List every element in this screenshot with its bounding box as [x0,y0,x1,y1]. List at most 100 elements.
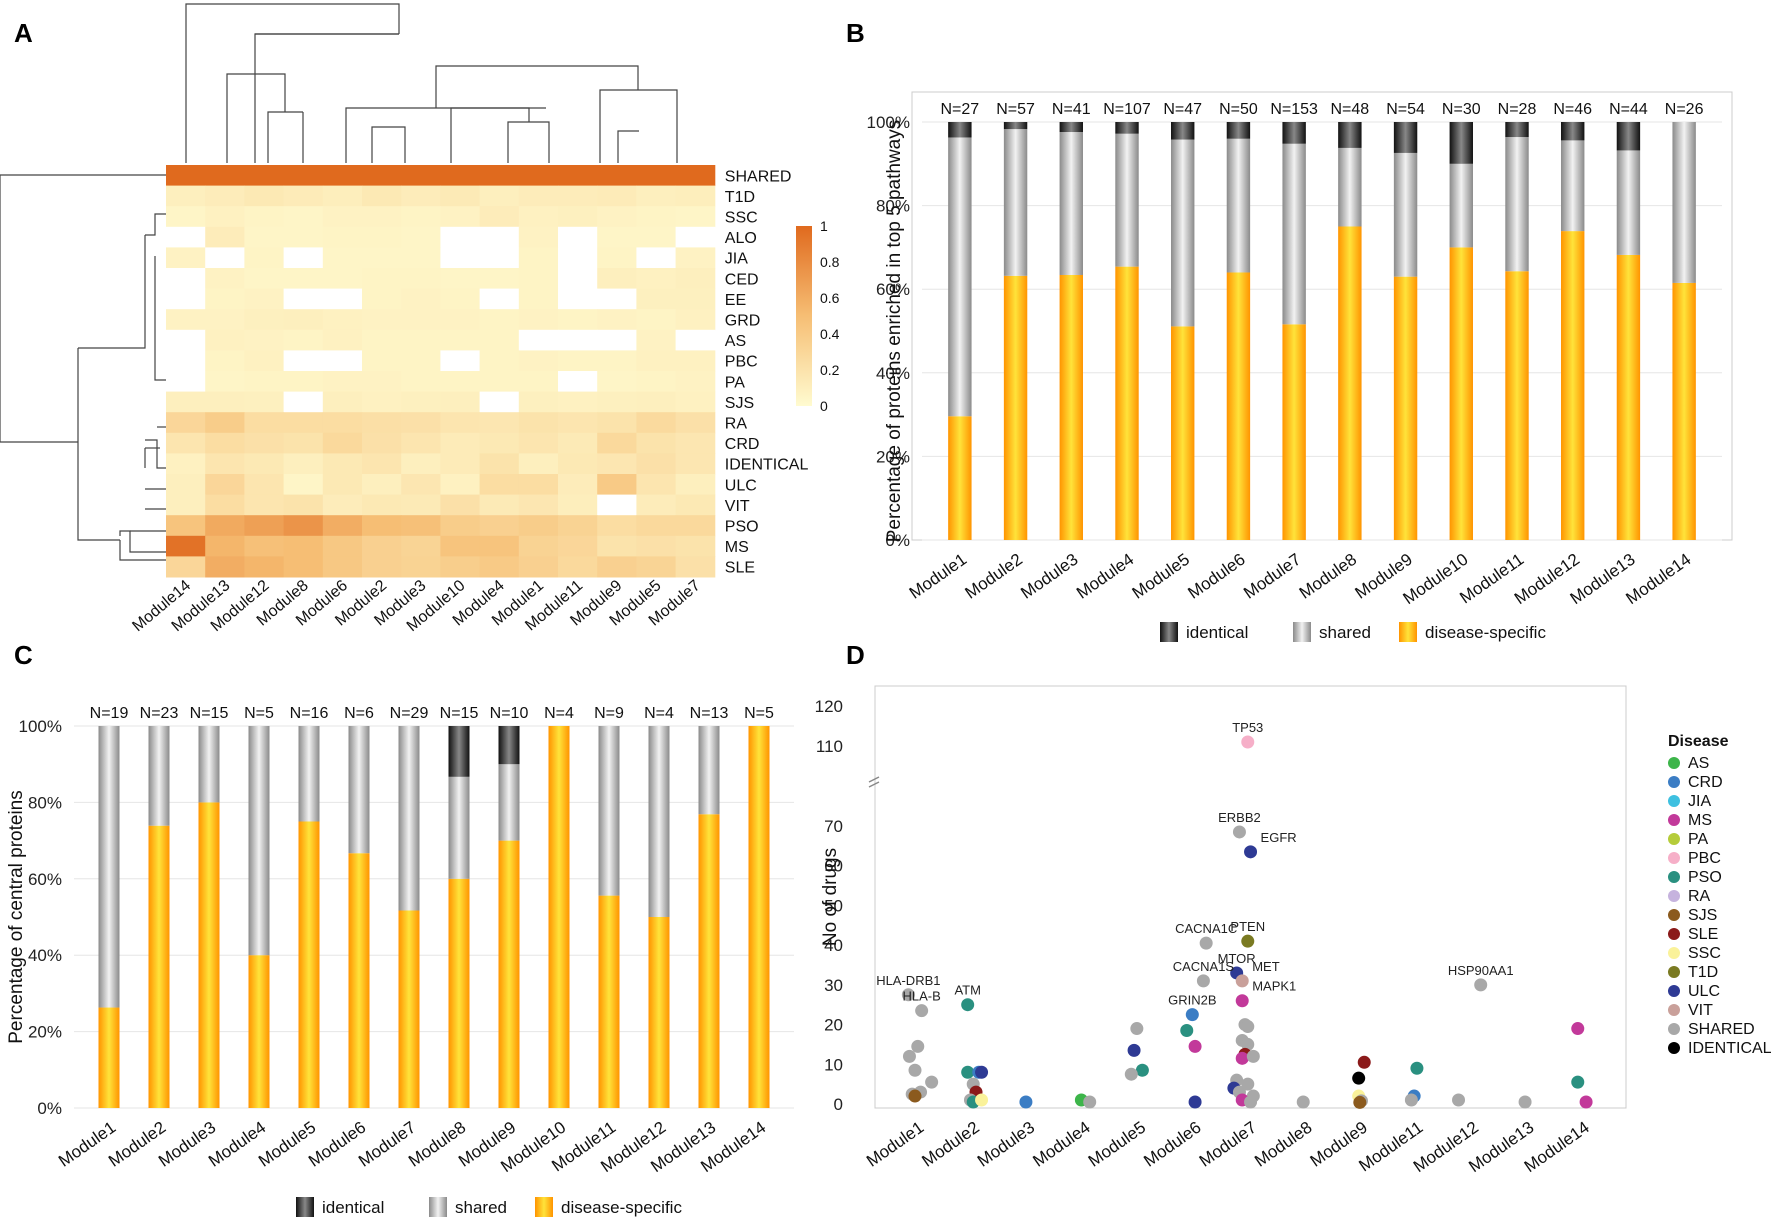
x-tick-label: Module5 [1129,550,1193,603]
bar-segment-shared [598,726,620,896]
heatmap-cell [283,535,324,557]
heatmap-cell [401,268,441,290]
heatmap-cell [518,226,559,248]
heatmap-cell [479,391,520,413]
legend-swatch [1668,1042,1680,1054]
heatmap-cell [558,185,598,207]
x-tick-label: Module8 [1296,550,1360,603]
scatter-point [911,1039,925,1053]
legend-label: identical [1186,623,1248,642]
heatmap-cell [479,185,520,207]
legend-swatch [1668,1004,1680,1016]
heatmap-cell [322,453,363,475]
heatmap-cell [479,494,520,516]
scatter-point [1452,1093,1466,1107]
heatmap-cell [518,494,559,516]
heatmap-cell [597,329,637,351]
heatmap-cell [558,556,598,578]
point-label: EGFR [1261,830,1297,845]
legend-label: identical [322,1198,384,1217]
axis-break-mark [868,776,880,788]
heatmap-cell [401,556,441,578]
bar-segment-identical [1393,122,1418,153]
x-tick-label: Module2 [962,550,1026,603]
heatmap-cell [558,494,598,516]
y-tick-label: 60% [28,870,62,889]
heatmap-cell [205,453,245,475]
bar-segment-shared [648,726,670,917]
heatmap-cell [205,535,245,557]
heatmap-cell [205,185,245,207]
x-tick-label: Module2 [918,1118,982,1171]
heatmap-cell [166,494,206,516]
heatmap-cell [558,412,598,434]
bar-segment-disease-specific [1282,324,1306,540]
legend-label: JIA [1688,793,1711,810]
x-tick-label: Module4 [1029,1118,1093,1171]
heatmap-cell [675,494,716,516]
heatmap-cell [597,288,637,310]
point-label: CACNA1S [1173,959,1235,974]
heatmap-cell [636,350,677,372]
y-tick-label: 40% [28,946,62,965]
heatmap-cell [518,247,559,269]
heatmap-cell [362,432,402,454]
scatter-point [925,1075,939,1089]
bar-segment-disease-specific [1115,266,1139,540]
heatmap-cell [558,453,598,475]
heatmap-cell [636,185,677,207]
point-label: PTEN [1230,919,1265,934]
bar-n-label: N=41 [1052,101,1091,118]
heatmap-row-label: JIA [725,251,748,268]
legend-swatch-disease-specific [535,1197,553,1217]
heatmap-cell [322,206,363,228]
colorbar-tick-label: 1 [820,218,828,234]
heatmap-cell [322,515,363,537]
scatter-point [975,1065,989,1079]
bar-n-label: N=107 [1103,101,1151,118]
heatmap-cell [479,288,520,310]
heatmap-row-label: SLE [725,560,755,577]
heatmap-cell [244,247,285,269]
x-tick-label: Module7 [1196,1118,1260,1171]
plot-frame [911,91,1733,541]
bar-segment-disease-specific [1003,275,1028,540]
bar-segment-disease-specific [648,917,670,1108]
heatmap-cell [636,453,677,475]
legend-swatch [1668,852,1680,864]
heatmap-cell [244,350,285,372]
legend-swatch [1668,985,1680,997]
bar-n-label: N=57 [996,101,1035,118]
heatmap-cell [401,412,441,434]
heatmap-cell [283,432,324,454]
bar-n-label: N=5 [744,705,774,722]
scatter-point [908,1063,922,1077]
heatmap-cell [244,453,285,475]
heatmap-row-label: ALO [725,230,757,247]
scatter-point [1241,934,1255,948]
heatmap-cell [362,288,402,310]
bar-segment-identical [1115,122,1139,134]
bar-segment-shared [448,776,470,879]
heatmap-cell [440,494,481,516]
heatmap-cell [518,412,559,434]
legend-label: MS [1688,812,1712,829]
heatmap-cell [675,329,716,351]
heatmap-cell [636,247,677,269]
heatmap-cell [440,350,481,372]
heatmap-cell [636,371,677,393]
heatmap-cell [479,371,520,393]
heatmap-cell [205,206,245,228]
heatmap-cell [322,247,363,269]
heatmap-cell [479,206,520,228]
heatmap-cell [322,556,363,578]
bar-n-label: N=10 [490,705,529,722]
bar-segment-disease-specific [748,726,770,1108]
heatmap-cell [597,515,637,537]
scatter-point [1296,1095,1310,1109]
legend-label: AS [1688,755,1709,772]
heatmap-cell [166,474,206,496]
legend-label: shared [1319,623,1371,642]
heatmap-cell [205,494,245,516]
heatmap-cell [636,556,677,578]
